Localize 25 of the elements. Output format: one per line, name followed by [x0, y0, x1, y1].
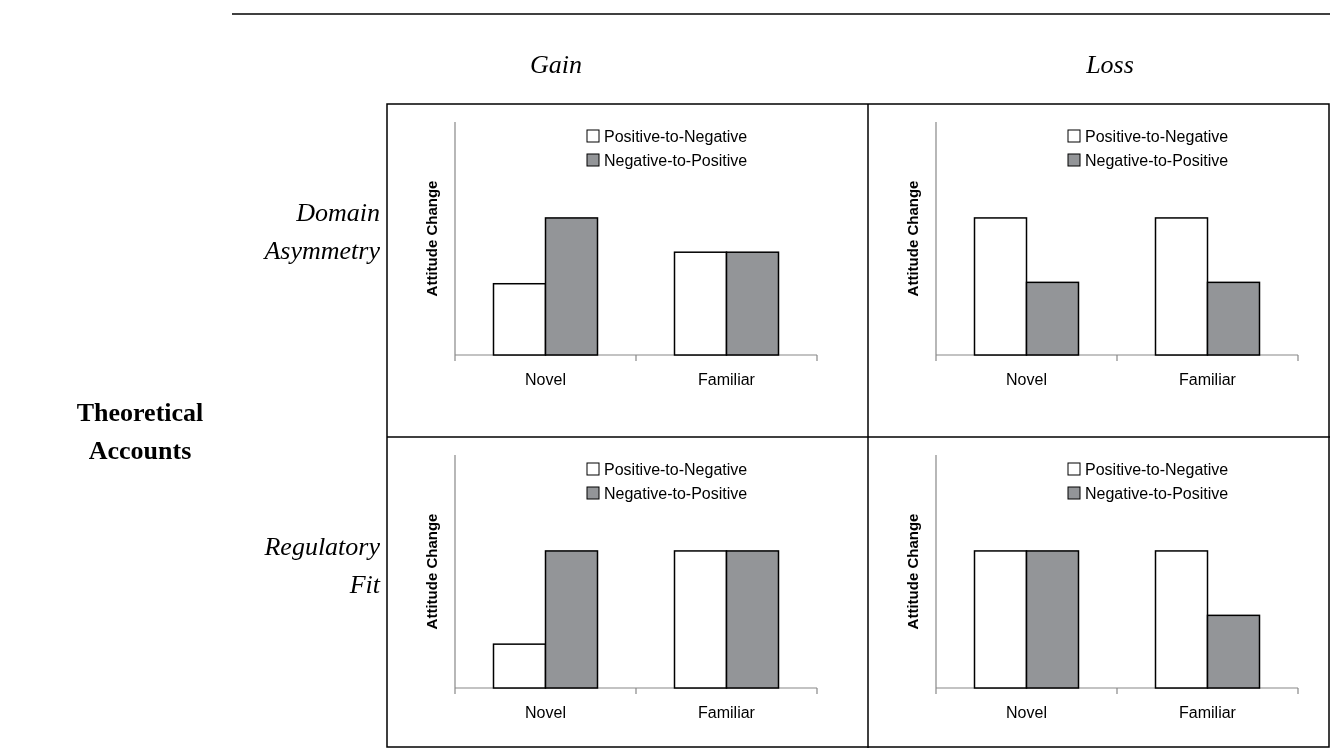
y-axis-title: Attitude Change	[904, 513, 921, 630]
x-tick-label: Novel	[525, 371, 566, 388]
legend-label: Positive-to-Negative	[1085, 128, 1229, 145]
text: Loss	[1085, 50, 1134, 79]
x-tick-label: Novel	[1006, 371, 1047, 388]
legend-label: Negative-to-Positive	[1085, 152, 1229, 169]
y-axis-title: Attitude Change	[423, 513, 440, 630]
x-tick-label: Familiar	[1179, 371, 1237, 388]
y-axis-title: Attitude Change	[904, 180, 921, 297]
legend-label: Negative-to-Positive	[604, 485, 748, 502]
x-tick-label: Familiar	[698, 371, 756, 388]
legend-label: Negative-to-Positive	[1085, 485, 1229, 502]
x-tick-label: Familiar	[1179, 704, 1237, 721]
x-tick-label: Novel	[1006, 704, 1047, 721]
text: Theoretical Accounts	[76, 398, 204, 465]
text: Domain Asymmetry	[262, 198, 381, 265]
x-tick-label: Familiar	[698, 704, 756, 721]
y-axis-title: Attitude Change	[423, 180, 440, 297]
text: Gain	[530, 50, 582, 79]
text: Regulatory Fit	[263, 532, 381, 599]
x-tick-label: Novel	[525, 704, 566, 721]
legend-label: Positive-to-Negative	[604, 461, 748, 478]
legend-label: Positive-to-Negative	[604, 128, 748, 145]
legend-label: Negative-to-Positive	[604, 152, 748, 169]
legend-label: Positive-to-Negative	[1085, 461, 1229, 478]
